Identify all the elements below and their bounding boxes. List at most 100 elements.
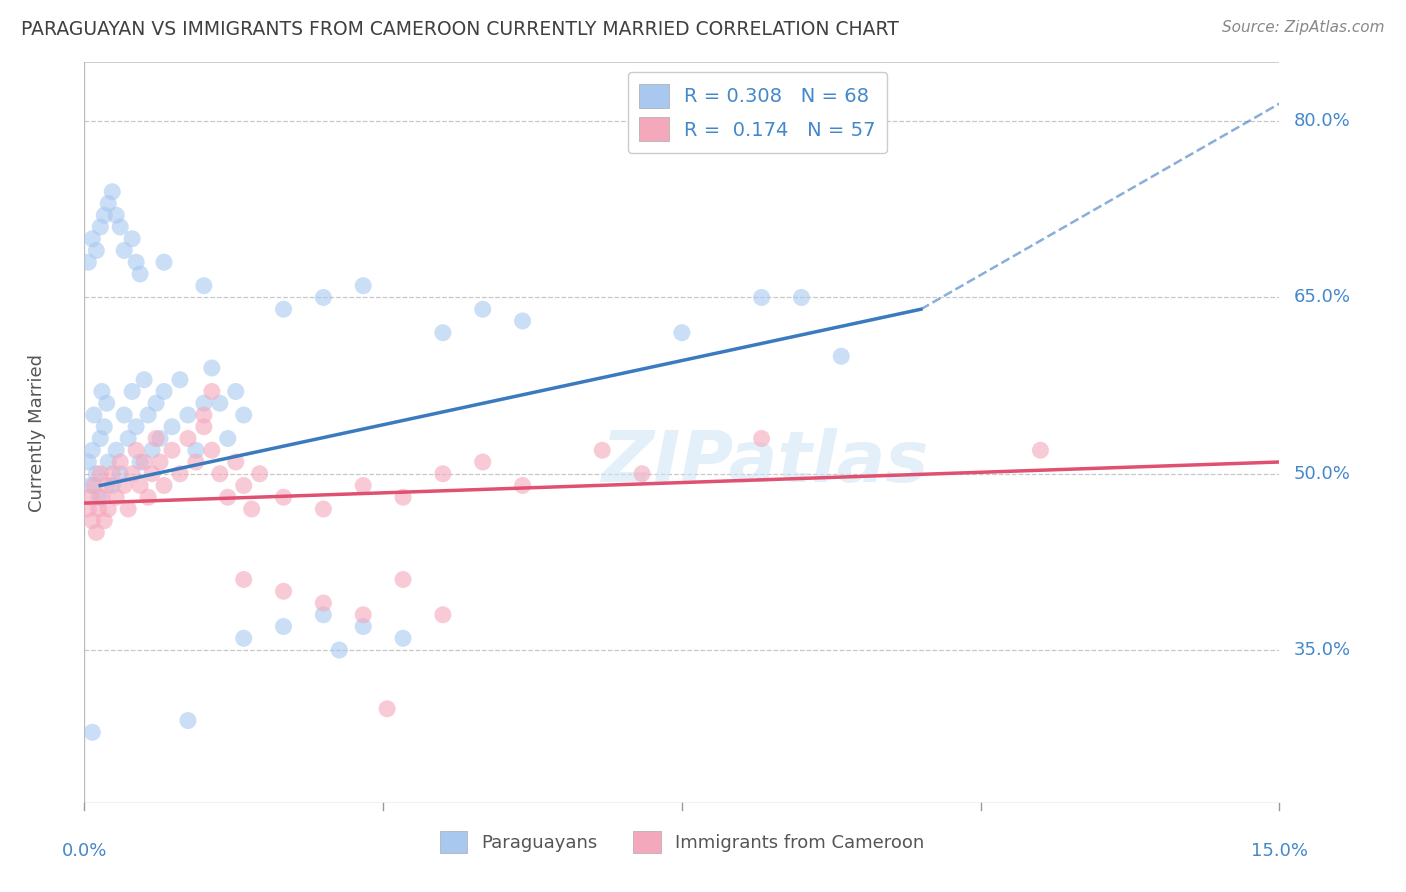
Point xyxy=(110,455,132,469)
Point xyxy=(352,619,374,633)
Point xyxy=(184,443,207,458)
Point xyxy=(312,607,335,622)
Point xyxy=(240,502,263,516)
Point xyxy=(208,396,231,410)
Point xyxy=(177,714,200,728)
Point xyxy=(201,361,224,376)
Point xyxy=(751,432,773,446)
Point xyxy=(225,384,247,399)
Point xyxy=(193,278,215,293)
Point xyxy=(121,232,143,246)
Point xyxy=(169,467,191,481)
Text: 35.0%: 35.0% xyxy=(1294,641,1351,659)
Point xyxy=(101,185,124,199)
Point xyxy=(184,455,207,469)
Point xyxy=(153,478,176,492)
Point xyxy=(375,702,398,716)
Point xyxy=(112,244,135,258)
Point xyxy=(312,290,335,304)
Point xyxy=(77,455,100,469)
Point xyxy=(82,514,104,528)
Point xyxy=(117,502,139,516)
Point xyxy=(201,443,224,458)
Point xyxy=(93,514,115,528)
Point xyxy=(153,384,176,399)
Point xyxy=(80,478,103,492)
Point xyxy=(312,596,335,610)
Point xyxy=(89,432,111,446)
Text: 0.0%: 0.0% xyxy=(62,842,107,860)
Point xyxy=(217,432,239,446)
Legend: Paraguayans, Immigrants from Cameroon: Paraguayans, Immigrants from Cameroon xyxy=(433,824,931,861)
Point xyxy=(77,502,100,516)
Point xyxy=(631,467,654,481)
Point xyxy=(112,478,135,492)
Point xyxy=(87,502,110,516)
Point xyxy=(93,419,115,434)
Point xyxy=(83,478,105,492)
Point xyxy=(121,467,143,481)
Point xyxy=(169,373,191,387)
Point xyxy=(273,584,295,599)
Point xyxy=(105,443,128,458)
Point xyxy=(97,196,120,211)
Point xyxy=(121,384,143,399)
Point xyxy=(193,419,215,434)
Text: Currently Married: Currently Married xyxy=(28,353,45,512)
Point xyxy=(208,467,231,481)
Point xyxy=(86,525,108,540)
Text: 50.0%: 50.0% xyxy=(1294,465,1350,483)
Text: ZIPatlas: ZIPatlas xyxy=(602,428,929,497)
Point xyxy=(90,490,112,504)
Point xyxy=(217,490,239,504)
Point xyxy=(86,244,108,258)
Point xyxy=(160,419,183,434)
Point xyxy=(82,232,104,246)
Point xyxy=(392,573,415,587)
Point xyxy=(591,443,613,458)
Point xyxy=(830,349,852,363)
Point xyxy=(392,490,415,504)
Point xyxy=(790,290,813,304)
Point xyxy=(153,255,176,269)
Point xyxy=(160,443,183,458)
Point xyxy=(352,607,374,622)
Point xyxy=(141,443,163,458)
Point xyxy=(145,396,167,410)
Point xyxy=(193,408,215,422)
Point xyxy=(117,432,139,446)
Point xyxy=(101,478,124,492)
Text: 80.0%: 80.0% xyxy=(1294,112,1350,130)
Point xyxy=(177,432,200,446)
Point xyxy=(83,408,105,422)
Point xyxy=(82,725,104,739)
Point xyxy=(432,607,454,622)
Point xyxy=(80,490,103,504)
Point xyxy=(136,490,159,504)
Text: 15.0%: 15.0% xyxy=(1251,842,1308,860)
Point xyxy=(273,490,295,504)
Point xyxy=(129,267,152,281)
Point xyxy=(232,573,254,587)
Point xyxy=(177,408,200,422)
Point xyxy=(141,467,163,481)
Text: PARAGUAYAN VS IMMIGRANTS FROM CAMEROON CURRENTLY MARRIED CORRELATION CHART: PARAGUAYAN VS IMMIGRANTS FROM CAMEROON C… xyxy=(21,20,898,38)
Point xyxy=(97,455,120,469)
Point xyxy=(249,467,271,481)
Point xyxy=(392,632,415,646)
Point xyxy=(97,502,120,516)
Point xyxy=(512,478,534,492)
Point xyxy=(82,443,104,458)
Point xyxy=(193,396,215,410)
Point xyxy=(105,208,128,222)
Point xyxy=(125,443,148,458)
Point xyxy=(77,255,100,269)
Point xyxy=(132,373,156,387)
Point xyxy=(125,419,148,434)
Point xyxy=(512,314,534,328)
Point xyxy=(129,455,152,469)
Point xyxy=(90,384,112,399)
Point xyxy=(471,302,494,317)
Point xyxy=(432,326,454,340)
Point xyxy=(110,467,132,481)
